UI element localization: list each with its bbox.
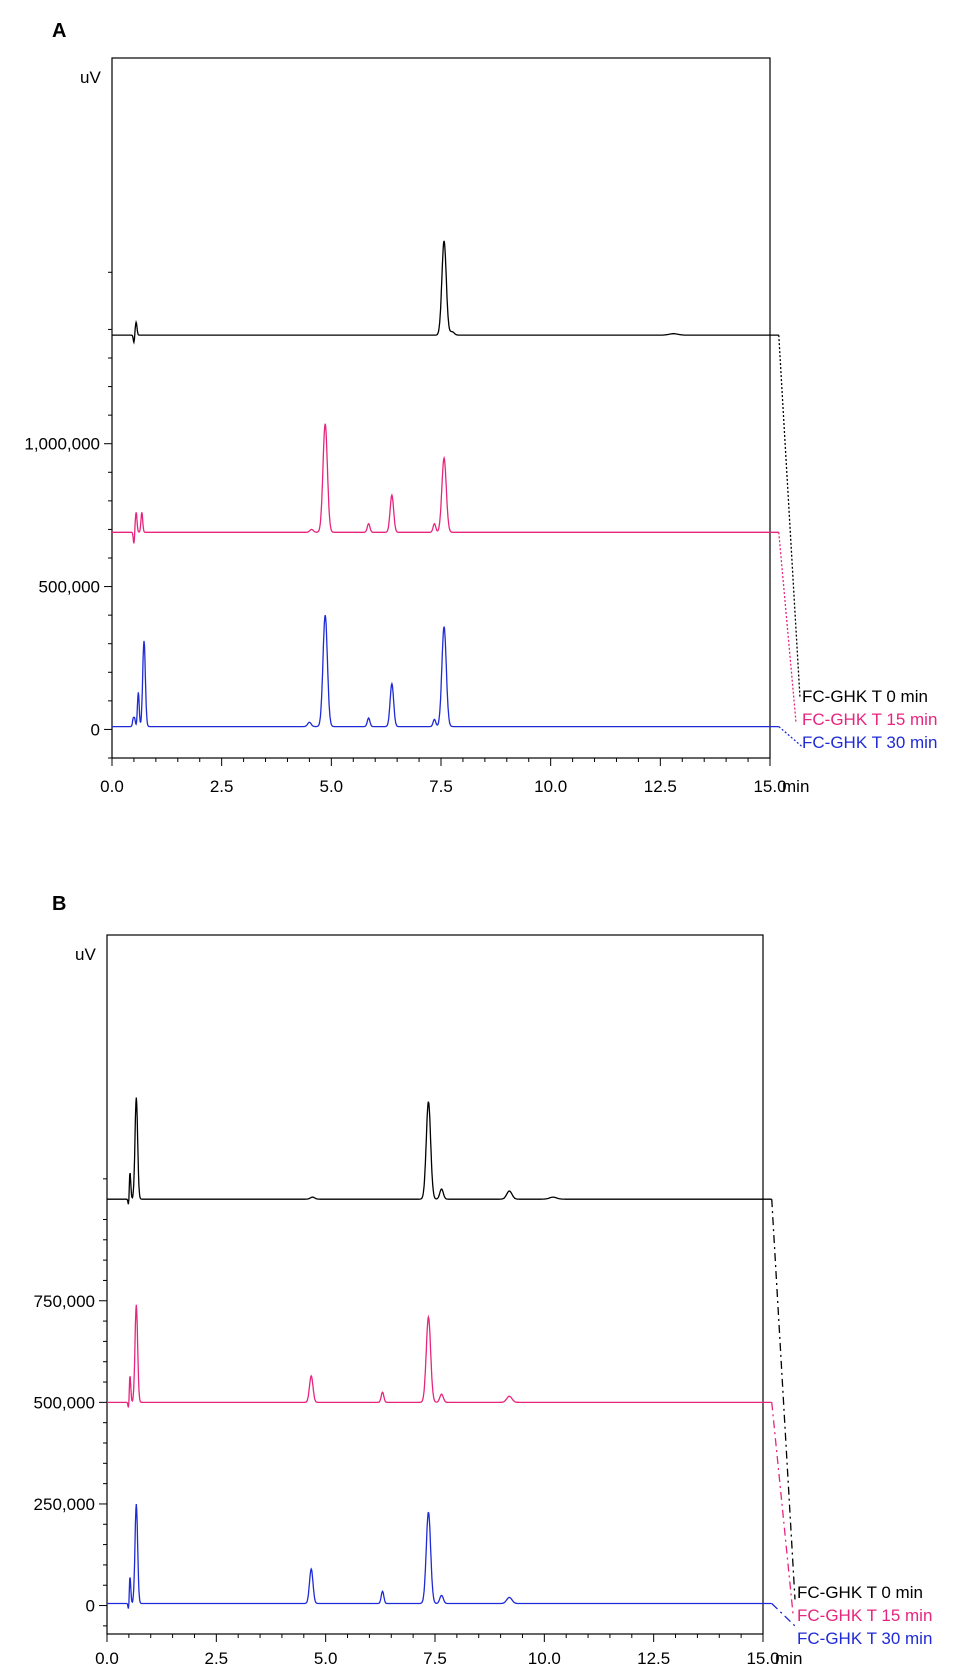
x-tick-label: 12.5 <box>637 1649 670 1668</box>
y-tick-label: 0 <box>91 720 100 739</box>
trace-connector <box>778 726 803 748</box>
x-tick-label: 15.0 <box>746 1649 779 1668</box>
x-tick-label: 5.0 <box>320 777 344 796</box>
legend-entry: FC-GHK T 0 min <box>797 1583 923 1602</box>
x-tick-label: 2.5 <box>205 1649 229 1668</box>
trace-line <box>112 423 779 544</box>
x-tick-label: 2.5 <box>210 777 234 796</box>
x-tick-label: 0.0 <box>95 1649 119 1668</box>
plot-frame <box>106 934 764 1635</box>
x-tick-label: 15.0 <box>753 777 786 796</box>
x-tick-label: 0.0 <box>100 777 124 796</box>
y-tick-label: 500,000 <box>34 1393 95 1412</box>
trace-connector <box>778 335 801 699</box>
y-tick-label: 0 <box>86 1597 95 1616</box>
y-tick-label: 250,000 <box>34 1495 95 1514</box>
y-axis-unit-label: uV <box>80 68 101 87</box>
panel-letter: A <box>52 20 66 42</box>
x-tick-label: 12.5 <box>644 777 677 796</box>
legend-entry: FC-GHK T 0 min <box>802 687 928 706</box>
y-axis-unit-label: uV <box>75 945 96 964</box>
trace-connector <box>771 1199 796 1600</box>
x-tick-label: 5.0 <box>314 1649 338 1668</box>
panel-b: BuV 0 250,000 500,000 750,000 0.0 2.5 5.0 7.5 10.… <box>34 893 933 1668</box>
trace-line <box>112 614 779 728</box>
legend-entry: FC-GHK T 30 min <box>802 733 937 752</box>
legend-entry: FC-GHK T 15 min <box>802 710 937 729</box>
x-tick-label: 10.0 <box>534 777 567 796</box>
legend-entry: FC-GHK T 15 min <box>797 1606 932 1625</box>
y-tick-label: 1,000,000 <box>24 435 100 454</box>
panel-a: AuV 0 500,000 1,000,000 0.0 2.5 5.0 7.5 10.0 12.5… <box>24 20 937 796</box>
x-axis-unit-label: min <box>775 1649 802 1668</box>
panel-letter: B <box>52 893 66 915</box>
x-tick-label: 7.5 <box>429 777 453 796</box>
plot-frame <box>111 57 771 759</box>
y-tick-label: 500,000 <box>39 578 100 597</box>
trace-line <box>107 1304 772 1408</box>
legend-entry: FC-GHK T 30 min <box>797 1629 932 1648</box>
x-tick-label: 7.5 <box>423 1649 447 1668</box>
x-tick-label: 10.0 <box>528 1649 561 1668</box>
trace-line <box>107 1097 772 1205</box>
trace-connector <box>771 1603 798 1629</box>
trace-line <box>112 240 779 345</box>
trace-connector <box>778 532 797 723</box>
trace-line <box>107 1503 772 1609</box>
x-axis-unit-label: min <box>782 777 809 796</box>
y-tick-label: 750,000 <box>34 1292 95 1311</box>
